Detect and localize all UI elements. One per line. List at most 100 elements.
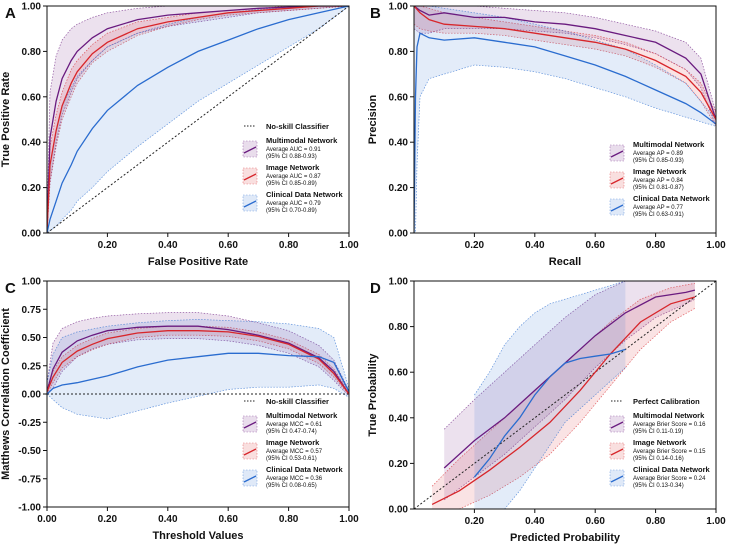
clinical-ci-upper: [414, 6, 716, 120]
image-ci-band: [432, 283, 695, 509]
panel-letter: D: [370, 280, 381, 297]
legend-clinical-line: [610, 204, 624, 212]
legend-multimodal-stat: Average Brier Score = 0.16: [633, 422, 706, 428]
legend-clinical-name: Clinical Data Network: [633, 465, 711, 474]
axes-frame: [413, 5, 717, 234]
x-tick-label: 0.40: [158, 240, 178, 251]
reference-line: [414, 281, 716, 509]
x-tick-label: 0.80: [279, 240, 299, 251]
x-tick-label: 0.00: [37, 514, 57, 525]
legend-multimodal-ci: (95% CI 0.88-0.93): [266, 154, 317, 160]
y-tick-label: 0.00: [22, 390, 42, 401]
multimodal-line: [443, 289, 696, 469]
x-tick-label: 1.00: [339, 240, 359, 251]
clinical-line: [473, 348, 626, 478]
y-tick-label: 0.50: [22, 333, 42, 344]
clinical-ci-band: [414, 6, 716, 233]
reference-line: [47, 6, 349, 233]
x-axis-label: Predicted Probability: [510, 532, 621, 544]
y-tick-label: 0.80: [22, 47, 42, 58]
y-axis-label: Precision: [367, 94, 379, 144]
legend-clinical-name: Clinical Data Network: [266, 190, 344, 199]
y-axis-label: True Positive Rate: [0, 72, 12, 167]
legend-image-swatch: [609, 442, 625, 460]
multimodal-ci-band: [47, 312, 349, 397]
legend-image-swatch: [609, 171, 625, 189]
legend-clinical-stat: Average AP = 0.77: [633, 205, 684, 211]
multimodal-line: [47, 6, 349, 233]
x-tick-label: 0.20: [98, 514, 118, 525]
legend-clinical-stat: Average MCC = 0.36: [266, 476, 323, 482]
legend-image-name: Image Network: [266, 438, 320, 447]
legend-multimodal-name: Multimodal Network: [633, 411, 705, 420]
image-ci-lower: [47, 334, 349, 396]
clinical-ci-lower: [47, 6, 349, 233]
legend-clinical-swatch: [242, 469, 258, 487]
y-tick-label: 0.60: [22, 92, 42, 103]
legend-image-ci: (95% CI 0.85-0.89): [266, 181, 317, 187]
y-axis-label: Matthews Correlation Coefficient: [0, 308, 12, 480]
legend-image-stat: Average AP = 0.84: [633, 178, 684, 184]
x-axis-label: False Positive Rate: [148, 256, 248, 268]
y-tick-label: 0.00: [389, 229, 409, 240]
legend-image-line: [610, 448, 624, 456]
plot-area: [414, 281, 716, 509]
multimodal-ci-lower: [414, 28, 716, 127]
clinical-line: [47, 6, 349, 233]
x-tick-label: 0.80: [646, 240, 666, 251]
multimodal-ci-band: [47, 6, 349, 233]
legend-multimodal-swatch: [609, 415, 625, 433]
x-tick-label: 0.20: [465, 516, 485, 527]
image-ci-band: [414, 6, 716, 127]
x-tick-label: 0.20: [465, 240, 485, 251]
y-tick-label: -0.75: [18, 474, 41, 485]
legend-image-name: Image Network: [266, 163, 320, 172]
clinical-line: [47, 352, 349, 395]
legend-clinical-swatch: [609, 198, 625, 216]
y-tick-label: 1.00: [22, 277, 42, 288]
y-tick-label: 0.00: [389, 505, 409, 516]
legend-multimodal-stat: Average AUC = 0.91: [266, 147, 321, 153]
x-tick-label: 0.40: [525, 516, 545, 527]
y-tick-label: 0.20: [389, 183, 409, 194]
x-tick-label: 1.00: [339, 514, 359, 525]
y-tick-label: 0.25: [22, 361, 42, 372]
panel-letter: B: [370, 5, 381, 22]
image-line: [431, 296, 696, 505]
clinical-line: [414, 32, 716, 233]
x-axis-label: Recall: [549, 256, 581, 268]
legend-clinical-stat: Average AUC = 0.79: [266, 201, 321, 207]
legend-image-stat: Average Brier Score = 0.15: [633, 449, 706, 455]
legend-image-line: [243, 173, 257, 181]
legend: No-skill Classifier Multimodal Network Ave…: [242, 397, 344, 489]
plot-area: [47, 6, 349, 233]
panel-d: 0.20 0.40 0.60 0.80 1.00 0.00 0.20 0.40 0.60 0.80…: [367, 277, 726, 545]
legend-image-name: Image Network: [633, 438, 687, 447]
multimodal-ci-upper: [414, 6, 716, 113]
panel-letter: C: [5, 280, 16, 297]
legend-clinical-swatch: [242, 194, 258, 212]
y-tick-label: 0.60: [389, 368, 409, 379]
x-tick-label: 0.60: [218, 514, 238, 525]
axes-frame: [46, 5, 350, 234]
legend-reference-label: Perfect Calibration: [633, 397, 700, 406]
legend: No-skill Classifier Multimodal Network Ave…: [242, 122, 344, 214]
clinical-ci-band: [47, 6, 349, 233]
image-ci-band: [47, 326, 349, 396]
clinical-ci-upper: [474, 281, 626, 396]
panel-b: 0.20 0.40 0.60 0.80 1.00 0.00 0.20 0.40 0.60 0.80…: [367, 2, 726, 269]
y-tick-label: 0.20: [22, 183, 42, 194]
panel-letter: A: [5, 5, 16, 22]
legend-reference-label: No-skill Classifier: [266, 397, 329, 406]
x-tick-label: 0.60: [585, 240, 605, 251]
panel-a: 0.20 0.40 0.60 0.80 1.00 0.00 0.20 0.40 0.60 0.80…: [0, 2, 359, 269]
y-tick-label: 0.40: [22, 138, 42, 149]
legend-image-line: [243, 448, 257, 456]
y-tick-label: -0.50: [18, 446, 41, 457]
image-ci-lower: [414, 23, 716, 127]
legend-image-swatch: [242, 167, 258, 185]
y-tick-label: 1.00: [389, 2, 409, 13]
axes-frame: [413, 280, 717, 510]
